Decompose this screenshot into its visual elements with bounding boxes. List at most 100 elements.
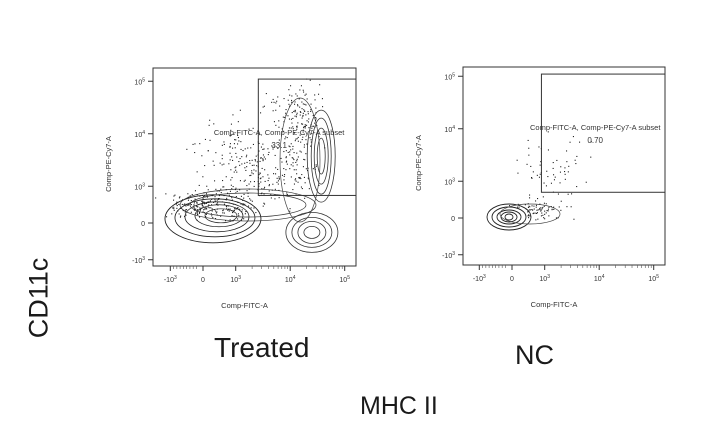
y-tick-label: 0 [451, 216, 455, 223]
event-dot [528, 154, 530, 156]
event-dot [192, 206, 194, 208]
event-dot [238, 215, 240, 217]
event-dot [215, 218, 217, 220]
event-dot [574, 159, 576, 161]
event-dot [564, 178, 566, 180]
event-dot [232, 186, 234, 188]
event-dot [214, 199, 216, 201]
event-dot [277, 147, 279, 149]
event-dot [308, 178, 310, 180]
event-dot [304, 110, 306, 112]
event-dot [223, 186, 225, 188]
event-dot [184, 209, 186, 211]
contour-line [496, 209, 522, 225]
event-dot [255, 170, 257, 172]
event-dot [201, 200, 203, 202]
event-dot [543, 182, 545, 184]
event-dot [527, 206, 529, 208]
event-dot [202, 198, 204, 200]
event-dot [235, 166, 237, 168]
event-dot [263, 105, 265, 107]
y-axis-title: Comp-PE-Cy7-A [414, 135, 423, 191]
event-dot [517, 203, 519, 205]
event-dot [230, 179, 232, 181]
event-dot [213, 123, 215, 125]
event-dot [189, 195, 191, 197]
event-dot [289, 154, 291, 156]
event-dot [532, 171, 534, 173]
panel-caption-treated: Treated [214, 332, 310, 363]
event-dot [171, 213, 173, 215]
event-dot [275, 102, 277, 104]
event-dot [251, 172, 253, 174]
event-dot [215, 193, 217, 195]
event-dot [540, 209, 542, 211]
event-dot [244, 162, 246, 164]
event-dot [229, 143, 231, 145]
event-dot [312, 168, 314, 170]
event-dot [540, 215, 542, 217]
contour-line [313, 127, 329, 185]
event-dot [204, 208, 206, 210]
event-dot [231, 215, 233, 217]
event-dot [590, 141, 592, 143]
event-dot [554, 176, 556, 178]
event-dot [194, 209, 196, 211]
contour-group [486, 203, 561, 231]
event-dot [198, 212, 200, 214]
event-dot [268, 185, 270, 187]
event-dot [296, 95, 298, 97]
event-dot [201, 194, 203, 196]
event-dot [200, 208, 202, 210]
event-dot [215, 212, 217, 214]
event-dot [535, 219, 537, 221]
event-dot [274, 154, 276, 156]
event-dot [225, 220, 227, 222]
event-dot [243, 197, 245, 199]
event-dot [229, 190, 231, 192]
event-dot [534, 212, 536, 214]
event-dot [305, 153, 307, 155]
event-dot [202, 202, 204, 204]
event-dot [196, 206, 198, 208]
event-dot [206, 201, 208, 203]
event-dot [252, 143, 254, 145]
event-dot [228, 208, 230, 210]
event-dot [314, 126, 316, 128]
event-dot [231, 188, 233, 190]
event-dot [278, 120, 280, 122]
event-dot [246, 185, 248, 187]
event-dot [291, 122, 293, 124]
event-dot [186, 209, 188, 211]
event-dot [310, 124, 312, 126]
event-dot [235, 152, 237, 154]
event-dot [260, 193, 262, 195]
event-dot [301, 108, 303, 110]
event-dot [528, 211, 530, 213]
event-dot [251, 164, 253, 166]
event-dot [214, 196, 216, 198]
event-dot [204, 138, 206, 140]
event-dot [273, 146, 275, 148]
event-dot [310, 145, 312, 147]
contour-line [194, 204, 244, 228]
event-dot [297, 140, 299, 142]
event-dot [218, 198, 220, 200]
event-dot [194, 152, 196, 154]
event-dot [310, 110, 312, 112]
event-dot [306, 124, 308, 126]
event-dot [265, 93, 267, 95]
event-dot [222, 210, 224, 212]
event-dot [532, 213, 534, 215]
event-dot [311, 125, 313, 127]
event-dot [178, 197, 180, 199]
event-dot [212, 160, 214, 162]
event-dot [221, 158, 223, 160]
event-dot [567, 171, 569, 173]
event-dot [193, 209, 195, 211]
event-dot [237, 218, 239, 220]
event-dot [295, 161, 297, 163]
event-dot [253, 185, 255, 187]
event-dot [297, 181, 299, 183]
event-dot [309, 79, 311, 81]
